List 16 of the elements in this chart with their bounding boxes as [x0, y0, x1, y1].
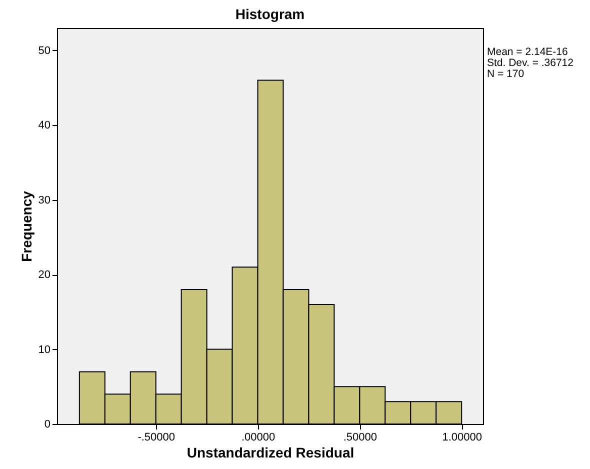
y-tick-label: 10	[38, 344, 50, 356]
y-tick-label: 50	[38, 44, 50, 57]
y-tick-label: 0	[44, 418, 50, 430]
x-axis-title: Unstandardized Residual	[186, 444, 354, 460]
x-tick-label: -.50000	[138, 432, 176, 444]
x-tick-label: .50000	[343, 432, 378, 444]
y-tick-label: 30	[38, 194, 50, 206]
x-tick-label: 1.00000	[442, 432, 482, 444]
x-tick-label: .00000	[241, 432, 276, 444]
text: Mean = 2.14E-16	[487, 46, 569, 58]
y-axis-title: Frequency	[18, 190, 34, 262]
y-tick-label: 20	[38, 269, 50, 282]
text: N = 170	[487, 68, 526, 80]
chart-title: Histogram	[235, 6, 305, 22]
text: Std. Dev. = .36712	[487, 57, 574, 69]
y-tick-label: 40	[38, 120, 50, 132]
